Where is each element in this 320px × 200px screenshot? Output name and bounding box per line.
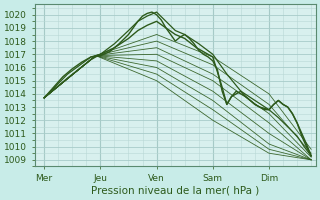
X-axis label: Pression niveau de la mer( hPa ): Pression niveau de la mer( hPa ) [91,186,260,196]
